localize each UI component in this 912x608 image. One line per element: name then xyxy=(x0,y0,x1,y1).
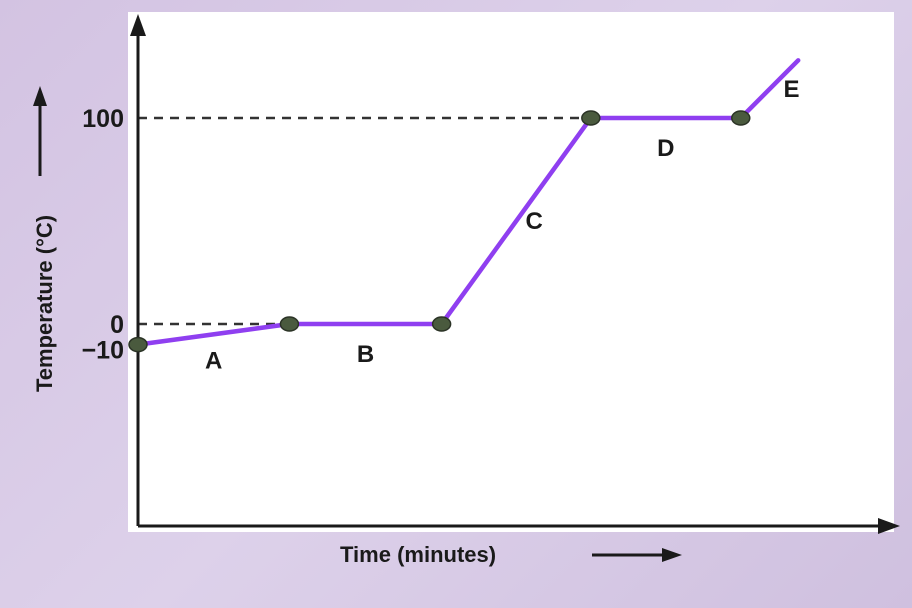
segment-label-b: B xyxy=(357,341,374,368)
segment-label-a: A xyxy=(205,347,222,374)
segment-label-d: D xyxy=(657,135,674,162)
segment-label-e: E xyxy=(783,76,799,103)
segment-label-c: C xyxy=(526,208,543,235)
y-axis-title: Temperature (°C) xyxy=(32,215,57,392)
y-tick-label: −10 xyxy=(82,337,124,365)
transition-point-marker xyxy=(279,316,300,332)
transition-point-marker xyxy=(128,336,148,353)
plot-background xyxy=(128,12,894,532)
x-axis-arrowhead xyxy=(878,518,900,534)
transition-point-marker xyxy=(431,316,452,332)
x-axis-title: Time (minutes) xyxy=(340,542,496,567)
y-axis-arrowhead xyxy=(130,14,146,36)
x-axis-title-arrow xyxy=(592,548,682,562)
heating-curve-line xyxy=(135,58,801,347)
y-axis-title-arrow xyxy=(33,86,47,176)
transition-point-marker xyxy=(581,110,601,126)
transition-point-marker xyxy=(731,110,751,126)
y-tick-label: 100 xyxy=(82,105,124,133)
y-tick-label: 0 xyxy=(110,311,124,339)
